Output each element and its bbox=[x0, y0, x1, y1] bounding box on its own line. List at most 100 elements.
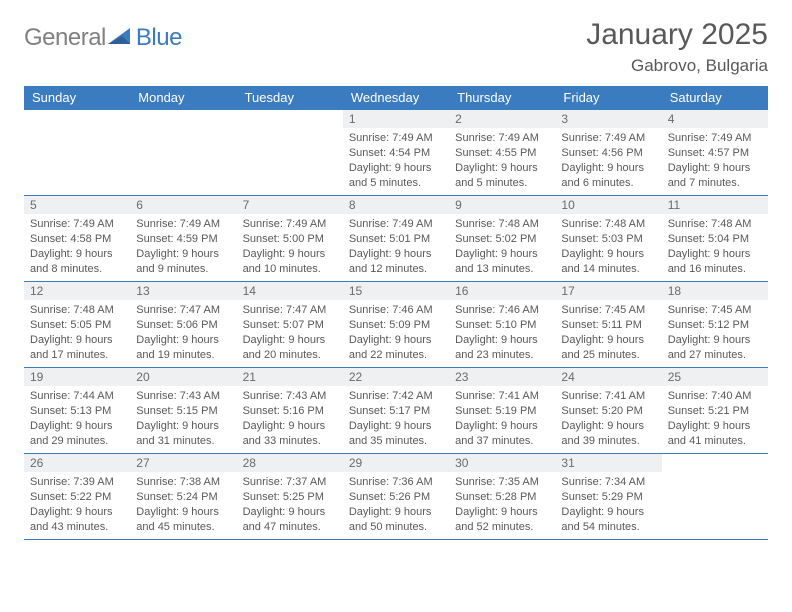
weekday-header: Wednesday bbox=[343, 86, 449, 110]
day-number: 4 bbox=[662, 110, 768, 128]
weekday-header: Monday bbox=[130, 86, 236, 110]
calendar-day-cell: 25Sunrise: 7:40 AMSunset: 5:21 PMDayligh… bbox=[662, 368, 768, 454]
day-number: 30 bbox=[449, 454, 555, 472]
day-details: Sunrise: 7:49 AMSunset: 4:54 PMDaylight:… bbox=[343, 128, 449, 194]
day-number: 25 bbox=[662, 368, 768, 386]
calendar-week-row: 1Sunrise: 7:49 AMSunset: 4:54 PMDaylight… bbox=[24, 110, 768, 196]
calendar-day-cell: 21Sunrise: 7:43 AMSunset: 5:16 PMDayligh… bbox=[237, 368, 343, 454]
day-number: 27 bbox=[130, 454, 236, 472]
logo-triangle-icon bbox=[108, 26, 134, 51]
calendar-day-cell: 1Sunrise: 7:49 AMSunset: 4:54 PMDaylight… bbox=[343, 110, 449, 196]
day-details: Sunrise: 7:48 AMSunset: 5:05 PMDaylight:… bbox=[24, 300, 130, 366]
calendar-day-cell: 4Sunrise: 7:49 AMSunset: 4:57 PMDaylight… bbox=[662, 110, 768, 196]
calendar-day-cell: 9Sunrise: 7:48 AMSunset: 5:02 PMDaylight… bbox=[449, 196, 555, 282]
day-details: Sunrise: 7:49 AMSunset: 4:59 PMDaylight:… bbox=[130, 214, 236, 280]
calendar-week-row: 5Sunrise: 7:49 AMSunset: 4:58 PMDaylight… bbox=[24, 196, 768, 282]
day-details: Sunrise: 7:43 AMSunset: 5:16 PMDaylight:… bbox=[237, 386, 343, 452]
day-number: 31 bbox=[555, 454, 661, 472]
calendar-day-cell: 14Sunrise: 7:47 AMSunset: 5:07 PMDayligh… bbox=[237, 282, 343, 368]
day-number: 29 bbox=[343, 454, 449, 472]
calendar-empty-cell bbox=[237, 110, 343, 196]
day-number: 12 bbox=[24, 282, 130, 300]
day-number: 13 bbox=[130, 282, 236, 300]
calendar-empty-cell bbox=[24, 110, 130, 196]
calendar-day-cell: 28Sunrise: 7:37 AMSunset: 5:25 PMDayligh… bbox=[237, 454, 343, 540]
weekday-header: Friday bbox=[555, 86, 661, 110]
calendar-table: SundayMondayTuesdayWednesdayThursdayFrid… bbox=[24, 86, 768, 540]
calendar-body: 1Sunrise: 7:49 AMSunset: 4:54 PMDaylight… bbox=[24, 110, 768, 540]
day-details: Sunrise: 7:43 AMSunset: 5:15 PMDaylight:… bbox=[130, 386, 236, 452]
day-number: 8 bbox=[343, 196, 449, 214]
logo-text-general: General bbox=[24, 24, 106, 52]
day-details: Sunrise: 7:47 AMSunset: 5:06 PMDaylight:… bbox=[130, 300, 236, 366]
day-details: Sunrise: 7:34 AMSunset: 5:29 PMDaylight:… bbox=[555, 472, 661, 538]
day-number: 3 bbox=[555, 110, 661, 128]
day-number: 15 bbox=[343, 282, 449, 300]
calendar-empty-cell bbox=[662, 454, 768, 540]
day-details: Sunrise: 7:48 AMSunset: 5:04 PMDaylight:… bbox=[662, 214, 768, 280]
day-details: Sunrise: 7:41 AMSunset: 5:20 PMDaylight:… bbox=[555, 386, 661, 452]
calendar-day-cell: 3Sunrise: 7:49 AMSunset: 4:56 PMDaylight… bbox=[555, 110, 661, 196]
day-details: Sunrise: 7:49 AMSunset: 4:55 PMDaylight:… bbox=[449, 128, 555, 194]
day-details: Sunrise: 7:48 AMSunset: 5:03 PMDaylight:… bbox=[555, 214, 661, 280]
day-details: Sunrise: 7:41 AMSunset: 5:19 PMDaylight:… bbox=[449, 386, 555, 452]
day-details: Sunrise: 7:47 AMSunset: 5:07 PMDaylight:… bbox=[237, 300, 343, 366]
day-details: Sunrise: 7:49 AMSunset: 4:56 PMDaylight:… bbox=[555, 128, 661, 194]
calendar-day-cell: 27Sunrise: 7:38 AMSunset: 5:24 PMDayligh… bbox=[130, 454, 236, 540]
day-number: 11 bbox=[662, 196, 768, 214]
calendar-day-cell: 24Sunrise: 7:41 AMSunset: 5:20 PMDayligh… bbox=[555, 368, 661, 454]
calendar-day-cell: 11Sunrise: 7:48 AMSunset: 5:04 PMDayligh… bbox=[662, 196, 768, 282]
calendar-week-row: 12Sunrise: 7:48 AMSunset: 5:05 PMDayligh… bbox=[24, 282, 768, 368]
day-number: 24 bbox=[555, 368, 661, 386]
day-details: Sunrise: 7:37 AMSunset: 5:25 PMDaylight:… bbox=[237, 472, 343, 538]
day-details: Sunrise: 7:44 AMSunset: 5:13 PMDaylight:… bbox=[24, 386, 130, 452]
day-number: 2 bbox=[449, 110, 555, 128]
day-details: Sunrise: 7:45 AMSunset: 5:12 PMDaylight:… bbox=[662, 300, 768, 366]
day-number: 5 bbox=[24, 196, 130, 214]
day-details: Sunrise: 7:46 AMSunset: 5:10 PMDaylight:… bbox=[449, 300, 555, 366]
calendar-day-cell: 30Sunrise: 7:35 AMSunset: 5:28 PMDayligh… bbox=[449, 454, 555, 540]
calendar-week-row: 19Sunrise: 7:44 AMSunset: 5:13 PMDayligh… bbox=[24, 368, 768, 454]
calendar-day-cell: 19Sunrise: 7:44 AMSunset: 5:13 PMDayligh… bbox=[24, 368, 130, 454]
calendar-day-cell: 2Sunrise: 7:49 AMSunset: 4:55 PMDaylight… bbox=[449, 110, 555, 196]
day-number: 20 bbox=[130, 368, 236, 386]
day-number: 14 bbox=[237, 282, 343, 300]
calendar-day-cell: 6Sunrise: 7:49 AMSunset: 4:59 PMDaylight… bbox=[130, 196, 236, 282]
day-details: Sunrise: 7:36 AMSunset: 5:26 PMDaylight:… bbox=[343, 472, 449, 538]
day-details: Sunrise: 7:48 AMSunset: 5:02 PMDaylight:… bbox=[449, 214, 555, 280]
day-details: Sunrise: 7:46 AMSunset: 5:09 PMDaylight:… bbox=[343, 300, 449, 366]
day-details: Sunrise: 7:49 AMSunset: 4:57 PMDaylight:… bbox=[662, 128, 768, 194]
day-number: 28 bbox=[237, 454, 343, 472]
weekday-header: Saturday bbox=[662, 86, 768, 110]
calendar-day-cell: 13Sunrise: 7:47 AMSunset: 5:06 PMDayligh… bbox=[130, 282, 236, 368]
day-details: Sunrise: 7:45 AMSunset: 5:11 PMDaylight:… bbox=[555, 300, 661, 366]
day-details: Sunrise: 7:39 AMSunset: 5:22 PMDaylight:… bbox=[24, 472, 130, 538]
calendar-day-cell: 26Sunrise: 7:39 AMSunset: 5:22 PMDayligh… bbox=[24, 454, 130, 540]
day-number: 7 bbox=[237, 196, 343, 214]
logo: General Blue bbox=[24, 18, 182, 52]
calendar-day-cell: 5Sunrise: 7:49 AMSunset: 4:58 PMDaylight… bbox=[24, 196, 130, 282]
weekday-header: Thursday bbox=[449, 86, 555, 110]
calendar-head: SundayMondayTuesdayWednesdayThursdayFrid… bbox=[24, 86, 768, 110]
weekday-header: Tuesday bbox=[237, 86, 343, 110]
day-details: Sunrise: 7:40 AMSunset: 5:21 PMDaylight:… bbox=[662, 386, 768, 452]
location: Gabrovo, Bulgaria bbox=[586, 56, 768, 76]
month-title: January 2025 bbox=[586, 18, 768, 52]
calendar-empty-cell bbox=[130, 110, 236, 196]
calendar-day-cell: 16Sunrise: 7:46 AMSunset: 5:10 PMDayligh… bbox=[449, 282, 555, 368]
calendar-day-cell: 20Sunrise: 7:43 AMSunset: 5:15 PMDayligh… bbox=[130, 368, 236, 454]
calendar-day-cell: 22Sunrise: 7:42 AMSunset: 5:17 PMDayligh… bbox=[343, 368, 449, 454]
calendar-day-cell: 8Sunrise: 7:49 AMSunset: 5:01 PMDaylight… bbox=[343, 196, 449, 282]
day-number: 21 bbox=[237, 368, 343, 386]
day-number: 9 bbox=[449, 196, 555, 214]
day-details: Sunrise: 7:35 AMSunset: 5:28 PMDaylight:… bbox=[449, 472, 555, 538]
day-details: Sunrise: 7:38 AMSunset: 5:24 PMDaylight:… bbox=[130, 472, 236, 538]
calendar-day-cell: 10Sunrise: 7:48 AMSunset: 5:03 PMDayligh… bbox=[555, 196, 661, 282]
day-details: Sunrise: 7:42 AMSunset: 5:17 PMDaylight:… bbox=[343, 386, 449, 452]
day-number: 22 bbox=[343, 368, 449, 386]
calendar-day-cell: 12Sunrise: 7:48 AMSunset: 5:05 PMDayligh… bbox=[24, 282, 130, 368]
day-number: 19 bbox=[24, 368, 130, 386]
logo-text-blue: Blue bbox=[136, 24, 182, 52]
weekday-header: Sunday bbox=[24, 86, 130, 110]
calendar-day-cell: 18Sunrise: 7:45 AMSunset: 5:12 PMDayligh… bbox=[662, 282, 768, 368]
